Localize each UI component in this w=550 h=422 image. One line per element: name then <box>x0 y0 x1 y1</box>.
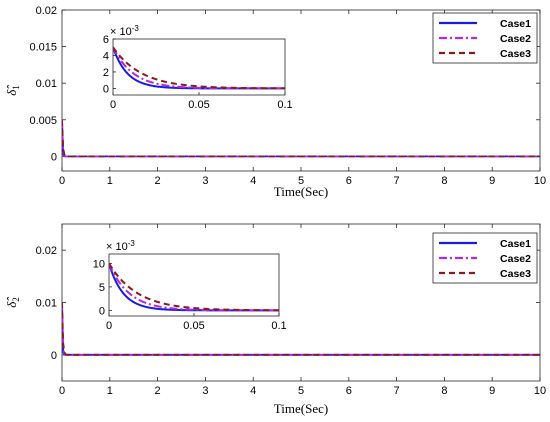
x-tick-label: 0 <box>59 175 65 187</box>
y-tick-label: 0.015 <box>29 42 57 54</box>
legend-label-case3: Case3 <box>500 48 531 60</box>
series-line-case2 <box>62 302 540 356</box>
y-axis-title: δ̂1 <box>4 85 21 96</box>
inset-x-tick-label: 0.1 <box>271 320 286 332</box>
inset-y-tick-label: 0 <box>103 83 109 95</box>
x-tick-label: 10 <box>534 385 546 397</box>
legend-label-case3: Case3 <box>500 268 531 280</box>
inset-x-tick-label: 0.05 <box>183 320 204 332</box>
inset-y-tick-label: 6 <box>103 34 109 46</box>
inset-y-tick-label: 0 <box>99 305 105 317</box>
x-tick-label: 2 <box>155 175 161 187</box>
legend-label-case1: Case1 <box>500 18 531 30</box>
x-tick-label: 9 <box>489 175 495 187</box>
panel-top: 0 1 2 3 4 5 6 7 8 9 10 0 0.005 0.01 0.015 0.02 Time(Sec)… <box>4 5 546 199</box>
x-tick-label: 7 <box>394 385 400 397</box>
inset-y-tick-label: 5 <box>99 282 105 294</box>
inset-bottom: 0 0.05 0.1 0 5 10× 10-3 <box>93 239 287 332</box>
inset-x-tick-label: 0 <box>110 99 116 111</box>
inset-plot-area <box>108 253 280 317</box>
x-axis-title: Time(Sec) <box>274 184 328 199</box>
legend-label-case2: Case2 <box>500 33 531 45</box>
x-tick-label: 0 <box>59 385 65 397</box>
x-tick-label: 5 <box>298 175 304 187</box>
series-line-case3 <box>62 119 540 158</box>
inset-exponent-label: × 10-3 <box>110 24 139 38</box>
x-tick-label: 3 <box>202 385 208 397</box>
legend-label-case1: Case1 <box>500 238 531 250</box>
inset-y-tick-label: 10 <box>93 258 105 270</box>
x-tick-label: 6 <box>346 175 352 187</box>
inset-series-line-case2 <box>109 262 279 312</box>
x-tick-label: 6 <box>346 385 352 397</box>
legend: Case1 Case2 Case3 <box>432 232 538 284</box>
inset-exponent-label: × 10-3 <box>106 239 135 253</box>
y-tick-label: 0.005 <box>29 115 57 127</box>
inset-series-line-case2 <box>113 46 285 90</box>
inset-y-tick-label: 4 <box>103 50 109 62</box>
x-tick-label: 5 <box>298 385 304 397</box>
inset-x-tick-label: 0.05 <box>188 99 209 111</box>
inset-top: 0 0.05 0.1 0 2 4 6× 10-3 <box>103 24 293 111</box>
legend: Case1 Case2 Case3 <box>432 12 538 64</box>
inset-x-tick-label: 0 <box>106 320 112 332</box>
x-tick-label: 8 <box>441 385 447 397</box>
x-tick-label: 4 <box>250 385 256 397</box>
inset-x-tick-label: 0.1 <box>277 99 292 111</box>
x-axis-title: Time(Sec) <box>274 401 328 416</box>
panel-bottom: 0 1 2 3 4 5 6 7 8 9 10 0 0.01 0.02 Time(Sec) δ̂2 0 0.05 0.… <box>4 223 546 416</box>
y-tick-label: 0 <box>51 350 57 362</box>
inset-series-line-case3 <box>113 46 285 90</box>
x-tick-label: 4 <box>250 175 256 187</box>
inset-plot-area <box>112 38 286 96</box>
y-tick-label: 0.01 <box>36 298 57 310</box>
x-tick-label: 7 <box>394 175 400 187</box>
x-tick-label: 10 <box>534 175 546 187</box>
y-tick-label: 0.02 <box>36 5 57 17</box>
x-tick-label: 3 <box>202 175 208 187</box>
x-tick-label: 9 <box>489 385 495 397</box>
y-tick-label: 0.02 <box>36 245 57 257</box>
x-tick-label: 2 <box>155 385 161 397</box>
x-tick-label: 1 <box>107 175 113 187</box>
y-axis-title: δ̂2 <box>4 297 21 308</box>
y-tick-label: 0.01 <box>36 78 57 90</box>
x-tick-label: 8 <box>441 175 447 187</box>
x-tick-label: 1 <box>107 385 113 397</box>
y-tick-label: 0 <box>51 151 57 163</box>
legend-label-case2: Case2 <box>500 253 531 265</box>
inset-y-tick-label: 2 <box>103 67 109 79</box>
inset-series-line-case3 <box>109 262 279 312</box>
